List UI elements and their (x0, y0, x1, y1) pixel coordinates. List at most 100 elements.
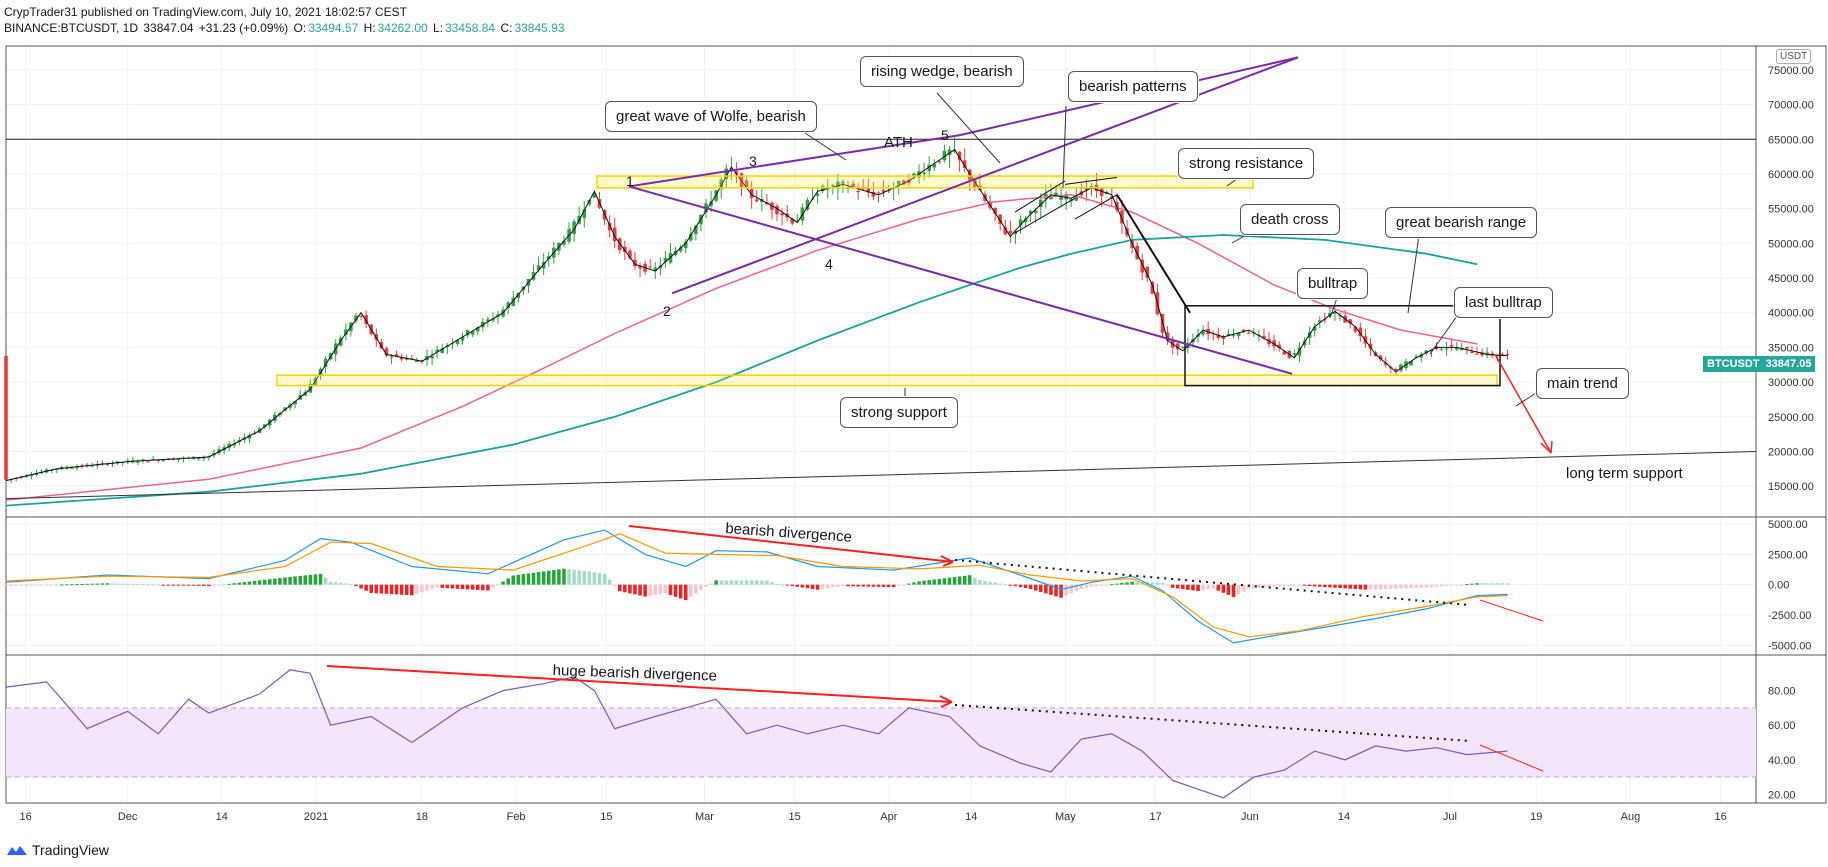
macd-bar (410, 584, 414, 596)
macd-bar (998, 583, 1002, 585)
macd-bar (795, 584, 800, 587)
candle-body (1054, 192, 1058, 196)
candle-body (896, 180, 901, 185)
candle-body (587, 199, 592, 205)
candle-body (1353, 326, 1358, 332)
callout-resistance[interactable]: strong resistance (1178, 148, 1315, 179)
callout-pointer (1515, 392, 1537, 407)
callout-range[interactable]: great bearish range (1385, 207, 1538, 238)
macd-bar (156, 584, 160, 586)
macd-bar (1399, 584, 1403, 589)
candle-body (1368, 343, 1373, 349)
macd-bar (1135, 581, 1139, 585)
macd-bar (841, 584, 845, 587)
candle-body (805, 200, 810, 210)
macd-bar (293, 576, 297, 585)
macd-bar (1018, 584, 1023, 588)
macd-bar (1460, 584, 1464, 586)
candle-body (1028, 210, 1033, 214)
callout-patterns[interactable]: bearish patterns (1068, 71, 1198, 102)
candle-body (232, 443, 237, 446)
callout-support[interactable]: strong support (840, 397, 958, 428)
rsi-tick-label: 40.00 (1768, 755, 1796, 767)
macd-bar (861, 584, 866, 587)
candle-body (399, 357, 404, 360)
rsi-line (5, 669, 1508, 799)
x-tick-label: 14 (965, 811, 977, 823)
macd-bar (815, 584, 820, 590)
callout-bulltrap[interactable]: bulltrap (1297, 268, 1369, 299)
pattern-line (1064, 176, 1118, 185)
macd-bar (902, 584, 906, 586)
macd-tick-label: 0.00 (1768, 580, 1789, 592)
candle-body (922, 172, 926, 175)
callout-last-bulltrap[interactable]: last bulltrap (1454, 287, 1553, 318)
candle-body (136, 461, 140, 463)
candle-body (511, 297, 516, 306)
macd-bar (719, 580, 723, 585)
macd-bar (283, 577, 287, 585)
macd-bar (1033, 584, 1038, 591)
macd-bar (44, 584, 49, 586)
tradingview-logo-icon (7, 846, 27, 855)
close-label: C: (500, 21, 513, 35)
candle-body (1074, 195, 1079, 201)
candle-body (1084, 187, 1089, 191)
candle-body (1323, 319, 1327, 321)
callout-wedge[interactable]: rising wedge, bearish (860, 56, 1024, 87)
macd-bar (638, 584, 642, 596)
candle-body (65, 467, 69, 469)
macd-divergence-arrow (628, 525, 954, 563)
macd-bar (582, 571, 587, 585)
macd-bar (1338, 584, 1342, 589)
macd-bar (1292, 584, 1297, 586)
candle-body (1419, 354, 1423, 358)
macd-bar (278, 577, 282, 585)
candle-body (653, 267, 658, 272)
macd-bar (1419, 584, 1423, 588)
wave-point-1: 1 (626, 173, 634, 189)
macd-bar (1267, 584, 1271, 588)
candle-body (110, 463, 115, 465)
macd-bar (90, 583, 95, 585)
callout-wolfe[interactable]: great wave of Wolfe, bearish (605, 101, 817, 132)
macd-bar (267, 579, 272, 585)
price-tick-label: 20000.00 (1768, 446, 1814, 458)
macd-bar (501, 581, 505, 585)
candle-body (957, 151, 962, 161)
callout-death-cross[interactable]: death cross (1240, 204, 1340, 235)
macd-bar (39, 584, 44, 586)
candle-body (1135, 245, 1139, 260)
macd-bar (1383, 584, 1388, 590)
candle-body (902, 180, 906, 185)
candle-body (562, 241, 566, 245)
callout-main-trend[interactable]: main trend (1536, 368, 1629, 399)
macd-bar (1323, 584, 1327, 588)
candle-body (465, 330, 470, 336)
candle-body (450, 343, 455, 345)
macd-bar (1449, 584, 1454, 586)
macd-bar (1454, 584, 1459, 586)
long-term-support-line (5, 450, 1757, 500)
macd-bar (1297, 584, 1302, 586)
macd-bar (592, 572, 597, 585)
macd-bar (1054, 584, 1058, 597)
arrowhead (1540, 442, 1552, 454)
pattern-line (1014, 197, 1076, 234)
macd-bar (1368, 584, 1373, 590)
macd-bar (100, 583, 105, 585)
rsi-divergence-arrow (326, 665, 953, 703)
macd-bar (1373, 584, 1378, 590)
macd-bar (952, 577, 957, 585)
candle-body (628, 250, 632, 259)
candle-body (1485, 352, 1489, 356)
candle-body (1236, 332, 1241, 337)
macd-bar (993, 582, 997, 585)
macd-tick-label: -2500.00 (1768, 610, 1811, 622)
currency-badge[interactable]: USDT (1776, 49, 1812, 64)
footer-brand[interactable]: TradingView (6, 842, 109, 858)
candle-body (617, 238, 622, 251)
macd-bar (633, 584, 637, 595)
x-tick-label: 15 (789, 811, 801, 823)
